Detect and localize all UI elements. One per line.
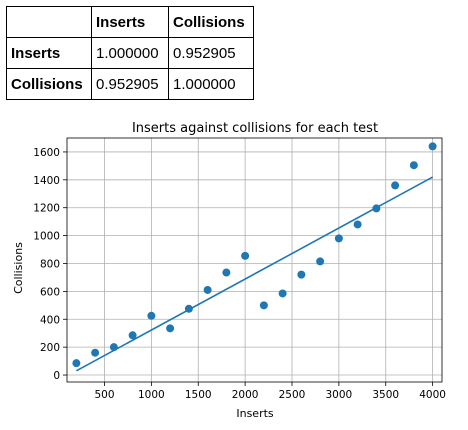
x-axis-label: Inserts xyxy=(236,407,274,420)
plot-frame xyxy=(66,137,443,383)
col-header-inserts: Inserts xyxy=(91,6,169,38)
y-tick-label: 1000 xyxy=(33,231,60,243)
data-point xyxy=(409,161,418,170)
data-point xyxy=(147,311,156,320)
x-tick-label: 500 xyxy=(94,389,114,401)
x-tick-label: 2000 xyxy=(232,389,259,401)
data-point xyxy=(278,289,287,298)
data-point xyxy=(391,181,400,190)
y-tick-label: 800 xyxy=(40,258,60,270)
grid-lines xyxy=(67,138,442,382)
data-point xyxy=(316,257,325,266)
data-point xyxy=(297,270,306,279)
data-point xyxy=(128,331,137,340)
y-tick-label: 1400 xyxy=(33,175,60,187)
y-axis-label: Collisions xyxy=(12,242,25,294)
col-header-collisions: Collisions xyxy=(168,6,254,38)
chart-title: Inserts against collisions for each test xyxy=(132,121,378,136)
data-point xyxy=(372,204,381,213)
y-tick-label: 0 xyxy=(53,370,60,382)
data-point xyxy=(241,251,250,260)
table-corner-cell xyxy=(6,6,92,38)
data-point xyxy=(109,343,118,352)
axis-ticks: 500 1000 1500 2000 2500 3000 3500 4000 0 200 400 60… xyxy=(33,147,446,401)
data-point xyxy=(334,234,343,243)
data-point xyxy=(72,359,81,368)
data-point xyxy=(428,142,437,151)
data-point xyxy=(166,324,175,333)
row-header-inserts: Inserts xyxy=(6,37,92,69)
y-tick-label: 600 xyxy=(40,286,60,298)
correlation-table: Inserts Collisions Inserts 1.000000 0.95… xyxy=(6,6,254,100)
data-point xyxy=(91,348,100,357)
table-cell: 0.952905 xyxy=(91,68,169,100)
table-row: Inserts 1.000000 0.952905 xyxy=(6,37,254,69)
x-tick-label: 3000 xyxy=(326,389,353,401)
x-tick-label: 1500 xyxy=(185,389,212,401)
table-cell: 1.000000 xyxy=(168,68,254,100)
x-tick-label: 1000 xyxy=(138,389,165,401)
scatter-chart: Inserts against collisions for each test… xyxy=(12,121,446,420)
row-header-collisions: Collisions xyxy=(6,68,92,100)
data-point xyxy=(203,285,212,294)
data-point xyxy=(353,220,362,229)
table-cell: 1.000000 xyxy=(91,37,169,69)
data-point xyxy=(184,304,193,313)
data-points xyxy=(72,142,437,368)
x-tick-label: 4000 xyxy=(419,389,446,401)
data-point xyxy=(222,268,231,277)
x-tick-label: 3500 xyxy=(372,389,399,401)
table-cell: 0.952905 xyxy=(168,37,254,69)
data-point xyxy=(259,301,268,310)
y-tick-label: 400 xyxy=(40,314,60,326)
y-tick-label: 1600 xyxy=(33,147,60,159)
x-tick-label: 2500 xyxy=(279,389,306,401)
table-row: Collisions 0.952905 1.000000 xyxy=(6,68,254,100)
y-tick-label: 1200 xyxy=(33,203,60,215)
table-header-row: Inserts Collisions xyxy=(6,6,254,38)
y-tick-label: 200 xyxy=(40,342,60,354)
